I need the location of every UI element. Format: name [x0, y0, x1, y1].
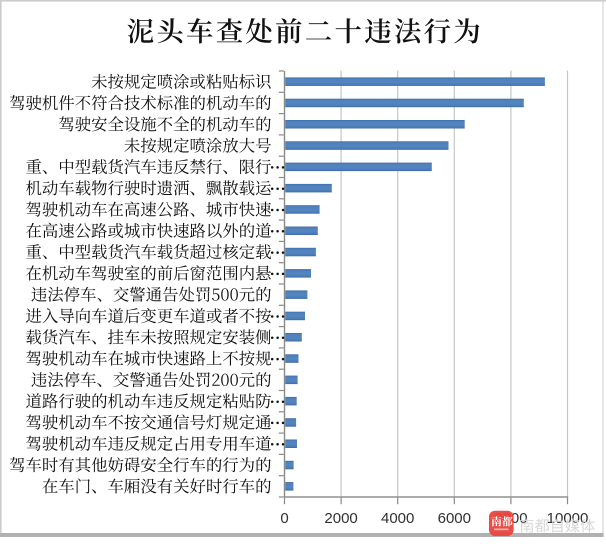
svg-text:4000: 4000	[381, 510, 414, 527]
svg-text:10000: 10000	[547, 510, 589, 527]
svg-text:0: 0	[280, 510, 288, 527]
svg-text:2000: 2000	[324, 510, 357, 527]
svg-text:6000: 6000	[438, 510, 471, 527]
